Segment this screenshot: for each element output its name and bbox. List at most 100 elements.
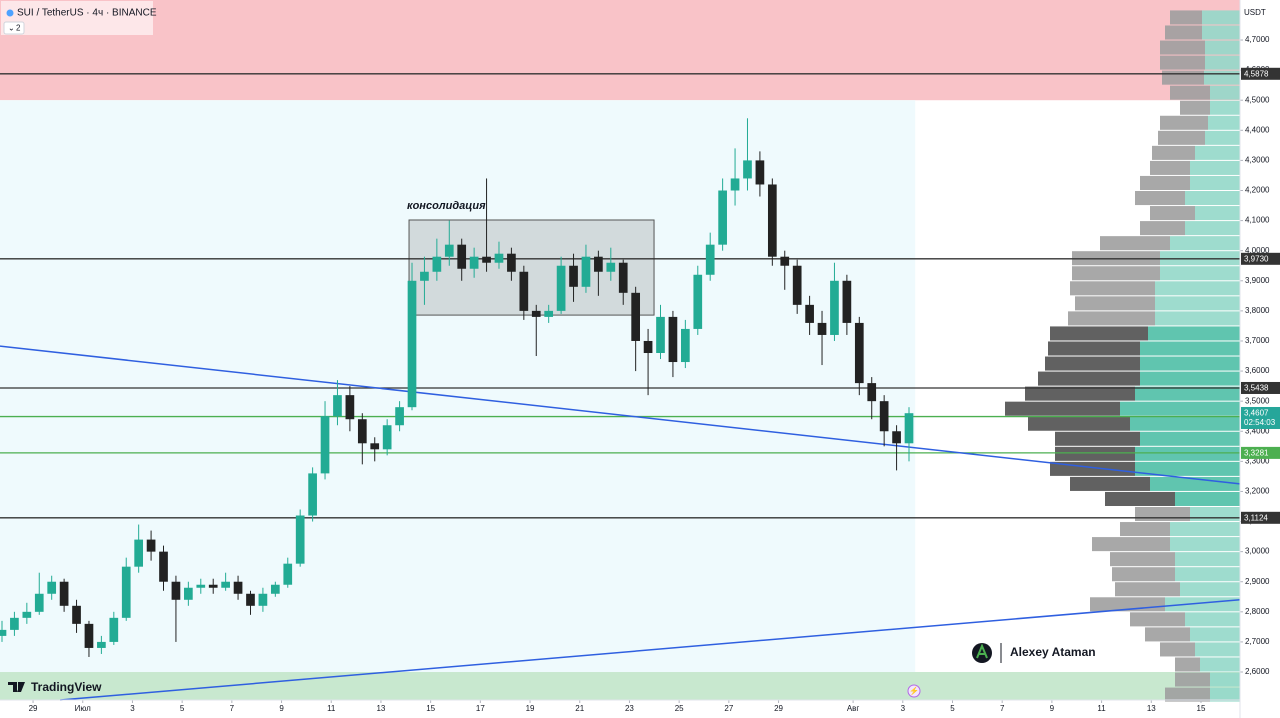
y-tick-label: 3,4000 [1245,426,1270,435]
x-tick-label: 5 [180,704,185,713]
profile-buy [1204,70,1240,85]
profile-sell [1158,130,1205,145]
trendline [0,345,1241,485]
badge[interactable] [3,21,25,35]
level-label-bg [1241,67,1280,80]
tv-brand: TradingView [31,680,102,694]
profile-buy [1190,175,1240,190]
profile-buy [1120,401,1240,416]
candle-body [718,190,727,245]
y-tick-label: 3,2000 [1245,487,1270,496]
profile-sell [1025,386,1135,401]
profile-buy [1165,597,1240,612]
x-tick-label: Авг [847,704,860,713]
profile-buy [1155,296,1240,311]
x-tick-label: 29 [29,704,38,713]
y-tick-label: 4,1000 [1245,216,1270,225]
profile-buy [1190,627,1240,642]
candle-body [767,184,777,257]
level-label-bg [1241,446,1280,459]
candle-body [507,253,516,272]
x-tick-label: 11 [1097,704,1106,713]
profile-sell [1115,582,1180,597]
x-tick-label: 29 [774,704,783,713]
profile-buy [1180,582,1240,597]
event-icon-glyph: ⚡ [909,686,919,696]
level-label: 3,1124 [1244,513,1268,522]
y-tick-label: 2,9000 [1245,577,1270,586]
profile-sell [1055,431,1140,446]
candle-body [892,431,901,444]
profile-buy [1190,160,1240,175]
x-tick-label: 23 [625,704,634,713]
profile-sell [1105,491,1175,506]
candle-body [581,256,591,287]
event-icon[interactable] [907,684,921,698]
candle-body [643,340,653,354]
candle-body [792,265,802,305]
candle-body [221,581,230,588]
profile-sell [1170,85,1210,100]
candle-body [109,617,119,642]
profile-sell [1162,70,1204,85]
profile-sell [1100,236,1170,251]
candle-body [72,605,81,624]
candle-body [444,244,454,257]
profile-sell [1050,326,1148,341]
y-tick-label: 4,2000 [1245,186,1270,195]
y-tick-label: 4,0000 [1245,246,1270,255]
profile-sell [1160,642,1195,657]
level-label: 3,5438 [1244,384,1269,393]
profile-sell [1092,537,1170,552]
candle-body [656,316,665,354]
profile-buy [1195,642,1240,657]
profile-buy [1130,416,1240,431]
candle-body [382,425,392,450]
x-tick-label: 9 [1050,704,1055,713]
candle-body [246,593,255,606]
watermark: Alexey Ataman [972,643,1096,663]
candle-body [10,617,19,630]
profile-buy [1205,40,1240,55]
profile-sell [1160,55,1205,70]
x-tick-label: 25 [675,704,684,713]
candle-body [482,256,491,263]
profile-buy [1148,326,1240,341]
candle-body [47,581,57,594]
y-tick-label: 4,4000 [1245,125,1270,134]
profile-sell [1055,446,1135,461]
candle-body [805,304,814,323]
profile-buy [1210,85,1240,100]
profile-sell [1028,416,1130,431]
profile-sell [1140,221,1185,236]
candle-body [668,316,678,363]
profile-sell [1045,356,1140,371]
profile-buy [1175,491,1240,506]
x-tick-label: 11 [327,704,336,713]
candle-body [320,416,330,474]
symbol-title: SUI / TetherUS · 4ч · BINANCE [17,8,157,19]
profile-buy [1175,552,1240,567]
candle-body [59,581,69,606]
profile-sell [1110,552,1175,567]
profile-buy [1190,506,1240,522]
profile-sell [1068,311,1155,326]
candle-body [308,473,317,516]
profile-sell [1170,10,1202,25]
x-tick-label: 3 [901,704,906,713]
profile-sell [1175,657,1200,672]
candle-body [283,563,293,585]
profile-sell [1120,522,1170,537]
candle-body [606,262,616,272]
profile-buy [1195,206,1240,221]
last-price-countdown: 02:54:03 [1244,418,1276,427]
candle-body [270,584,280,594]
x-tick-label: 17 [476,704,485,713]
candle-body [345,395,355,420]
candle-body [469,256,479,269]
x-tick-label: 9 [279,704,284,713]
profile-buy [1202,25,1240,40]
candle-body [258,593,268,606]
profile-sell [1070,476,1150,491]
